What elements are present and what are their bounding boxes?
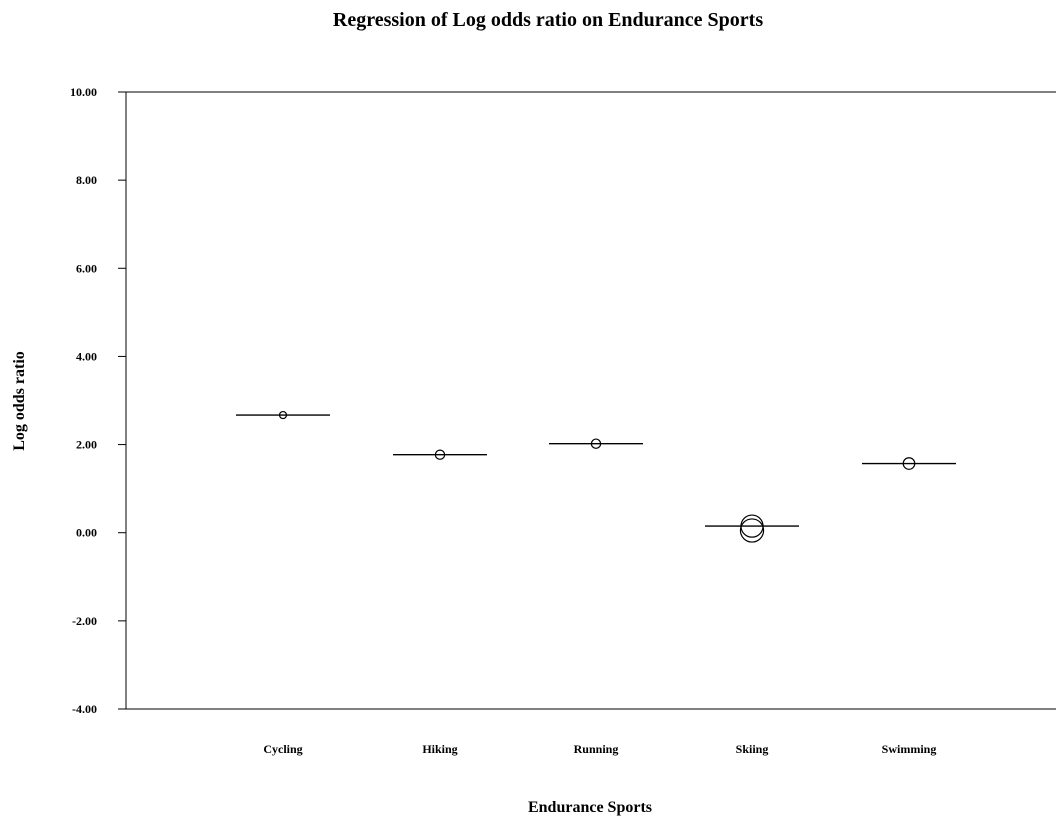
data-point-swimming — [902, 457, 916, 470]
x-category-label: Hiking — [422, 742, 457, 756]
y-axis-label: Log odds ratio — [11, 351, 28, 451]
y-tick-label: 6.00 — [76, 261, 97, 275]
fitted-lines — [236, 414, 956, 527]
data-point-running — [590, 438, 602, 449]
overlay-circle-skiing — [740, 514, 764, 538]
y-tick-label: -2.00 — [72, 614, 97, 628]
data-point-skiing — [739, 518, 765, 543]
x-category-label: Swimming — [882, 742, 937, 756]
y-tick-label: -4.00 — [72, 702, 97, 716]
y-tick-label: 2.00 — [76, 438, 97, 452]
y-tick-label: 8.00 — [76, 173, 97, 187]
chart-title: Regression of Log odds ratio on Enduranc… — [333, 9, 763, 31]
data-points — [278, 410, 916, 543]
y-tick-label: 4.00 — [76, 349, 97, 363]
data-point-cycling — [278, 410, 288, 420]
x-category-label: Cycling — [263, 742, 302, 756]
y-axis-ticks: -4.00 -2.00 0.00 2.00 4.00 6.00 8.00 10.00 — [70, 85, 126, 716]
y-tick-label: 10.00 — [70, 85, 97, 99]
data-point-hiking — [434, 449, 446, 460]
x-category-label: Running — [574, 742, 619, 756]
x-axis-label: Endurance Sports — [528, 799, 652, 816]
y-tick-label: 0.00 — [76, 526, 97, 540]
x-category-label: Skiing — [736, 742, 769, 756]
plot-area — [125, 91, 1056, 710]
x-axis-categories: Cycling Hiking Running Skiing Swimming — [263, 742, 936, 756]
